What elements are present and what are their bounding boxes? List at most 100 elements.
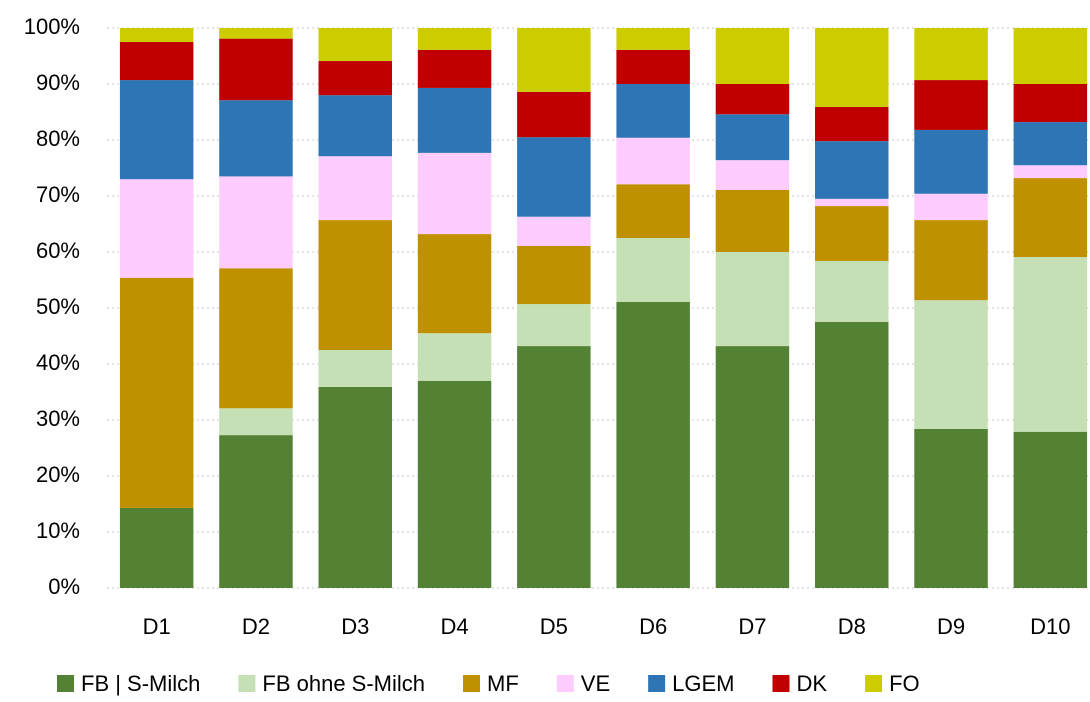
bar-segment [815, 141, 889, 199]
bar-segment [119, 80, 194, 180]
bar-segment [417, 28, 492, 50]
x-tick-label: D4 [440, 614, 468, 639]
bar-segment [219, 100, 293, 177]
bar-segment [914, 220, 988, 301]
legend-label: FB ohne S-Milch [262, 671, 425, 696]
legend-swatch [648, 675, 666, 692]
y-tick-label: 60% [36, 238, 80, 263]
y-tick-label: 10% [36, 518, 80, 543]
bar-segment [616, 49, 690, 84]
bar-segment [914, 28, 988, 81]
bar-segment [219, 38, 293, 101]
bar-segment [715, 252, 790, 347]
legend-swatch [865, 675, 883, 692]
bar-segment [1013, 84, 1088, 123]
bar-segment [616, 238, 690, 302]
bar-segment [517, 346, 591, 588]
bar-segment [119, 507, 194, 588]
x-tick-label: D10 [1030, 614, 1070, 639]
bar-segment [318, 386, 392, 588]
bar-segment [815, 206, 889, 261]
legend-label: VE [581, 671, 610, 696]
bar-segment [219, 268, 293, 409]
bar-segment [815, 28, 889, 107]
bar-segment [318, 350, 392, 387]
bar-segment [517, 216, 591, 246]
bar-segment [715, 114, 790, 161]
bar-segment [914, 428, 988, 588]
bar-segment [815, 198, 889, 207]
x-tick-label: D8 [838, 614, 866, 639]
legend-label: DK [797, 671, 828, 696]
legend-swatch [463, 675, 481, 692]
bar-segment [517, 28, 591, 92]
bar-segment [616, 137, 690, 185]
bar-segment [318, 28, 392, 62]
bar-segment [715, 160, 790, 190]
bar-segment [417, 234, 492, 334]
legend-label: MF [487, 671, 519, 696]
bar-segment [1013, 431, 1088, 588]
bar-segment [318, 61, 392, 96]
bar-segment [715, 84, 790, 115]
bar-segment [219, 176, 293, 269]
bar-segment [119, 179, 194, 278]
y-tick-label: 40% [36, 350, 80, 375]
y-tick-label: 30% [36, 406, 80, 431]
legend-swatch [772, 675, 790, 692]
legend-swatch [556, 675, 574, 692]
legend-label: FO [889, 671, 920, 696]
bar-segment [517, 91, 591, 138]
bar-segment [417, 380, 492, 588]
bar-segment [517, 304, 591, 347]
bar-segment [417, 333, 492, 381]
legend-label: FB | S-Milch [81, 671, 200, 696]
y-tick-label: 100% [24, 14, 80, 39]
bar-segment [815, 322, 889, 588]
bar-segment [219, 408, 293, 436]
bar-segment [318, 220, 392, 350]
bar-segment [119, 42, 194, 81]
bar-segment [119, 28, 194, 42]
bar-segment [1013, 165, 1088, 179]
y-tick-label: 50% [36, 294, 80, 319]
bar-segment [517, 137, 591, 217]
x-tick-label: D1 [143, 614, 171, 639]
bar-segment [914, 129, 988, 194]
legend-label: LGEM [672, 671, 734, 696]
legend-swatch [57, 675, 74, 692]
x-tick-label: D3 [341, 614, 369, 639]
bar-segment [616, 84, 690, 138]
y-tick-label: 0% [48, 574, 80, 599]
x-tick-label: D9 [937, 614, 965, 639]
y-tick-label: 90% [36, 70, 80, 95]
bar-segment [616, 184, 690, 238]
bar-segment [219, 435, 293, 588]
bar-segment [318, 95, 392, 157]
x-tick-label: D5 [540, 614, 568, 639]
bar-segment [715, 28, 790, 84]
bar-segment [815, 260, 889, 322]
y-tick-label: 70% [36, 182, 80, 207]
bar-segment [417, 87, 492, 153]
y-tick-label: 80% [36, 126, 80, 151]
legend-swatch [238, 675, 256, 692]
bar-segment [517, 245, 591, 305]
bar-segment [119, 277, 194, 508]
y-tick-label: 20% [36, 462, 80, 487]
bar-segment [914, 300, 988, 429]
bar-segment [1013, 178, 1088, 258]
bar-segment [914, 193, 988, 221]
bar-segment [715, 189, 790, 252]
bar-segment [1013, 122, 1088, 166]
bar-segment [815, 106, 889, 142]
x-tick-label: D2 [242, 614, 270, 639]
bar-segment [914, 80, 988, 130]
bar-segment [616, 301, 690, 588]
bar-segment [1013, 28, 1088, 84]
bar-segment [616, 28, 690, 50]
bar-segment [417, 152, 492, 235]
bar-segment [417, 49, 492, 88]
x-tick-label: D6 [639, 614, 667, 639]
